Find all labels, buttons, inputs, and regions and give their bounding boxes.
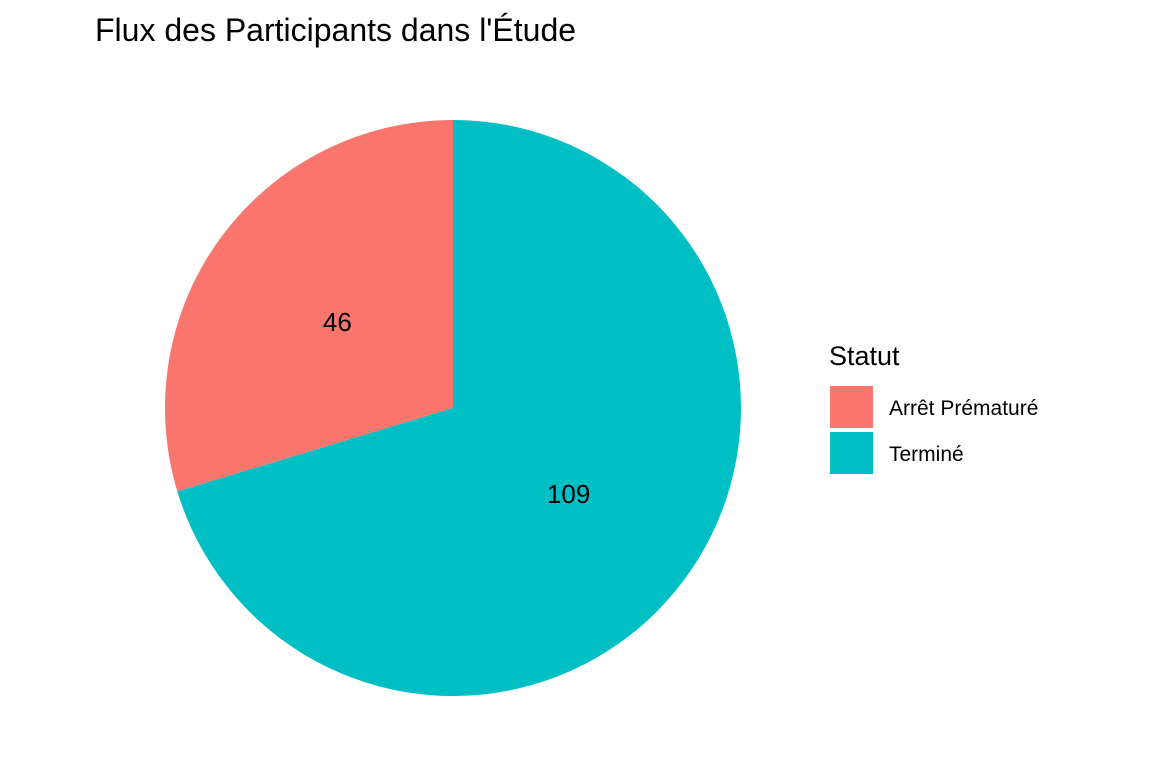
legend: Statut Arrêt Prématuré Terminé [829,341,1038,474]
legend-label: Arrêt Prématuré [889,397,1038,420]
legend-title: Statut [829,341,900,371]
legend-label: Terminé [889,443,964,466]
pie-slice-value-label: 46 [323,307,352,337]
pie-slice-0 [165,120,453,492]
legend-swatch [830,432,873,474]
legend-swatch [830,386,873,428]
pie-slices [165,120,742,697]
legend-items: Arrêt Prématuré Terminé [830,386,1038,474]
pie-slice-1 [177,120,742,697]
pie-slice-value-label: 109 [547,479,590,509]
chart-title: Flux des Participants dans l'Étude [95,12,576,48]
pie-slice-labels: 46 109 [323,307,590,509]
